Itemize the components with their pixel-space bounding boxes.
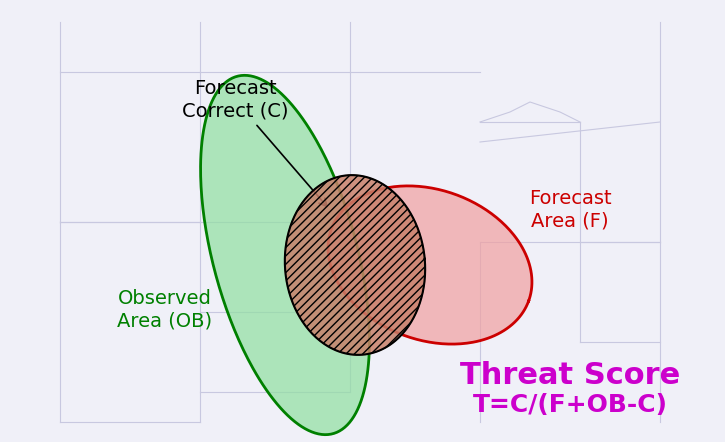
Text: Forecast
Correct (C): Forecast Correct (C) <box>182 80 327 206</box>
Text: Observed
Area (OB): Observed Area (OB) <box>117 290 212 331</box>
Text: Threat Score: Threat Score <box>460 361 680 389</box>
Polygon shape <box>328 186 532 344</box>
Polygon shape <box>285 175 425 355</box>
Polygon shape <box>201 75 370 434</box>
Text: T=C/(F+OB-C): T=C/(F+OB-C) <box>473 393 668 417</box>
Text: Forecast
Area (F): Forecast Area (F) <box>529 190 611 230</box>
